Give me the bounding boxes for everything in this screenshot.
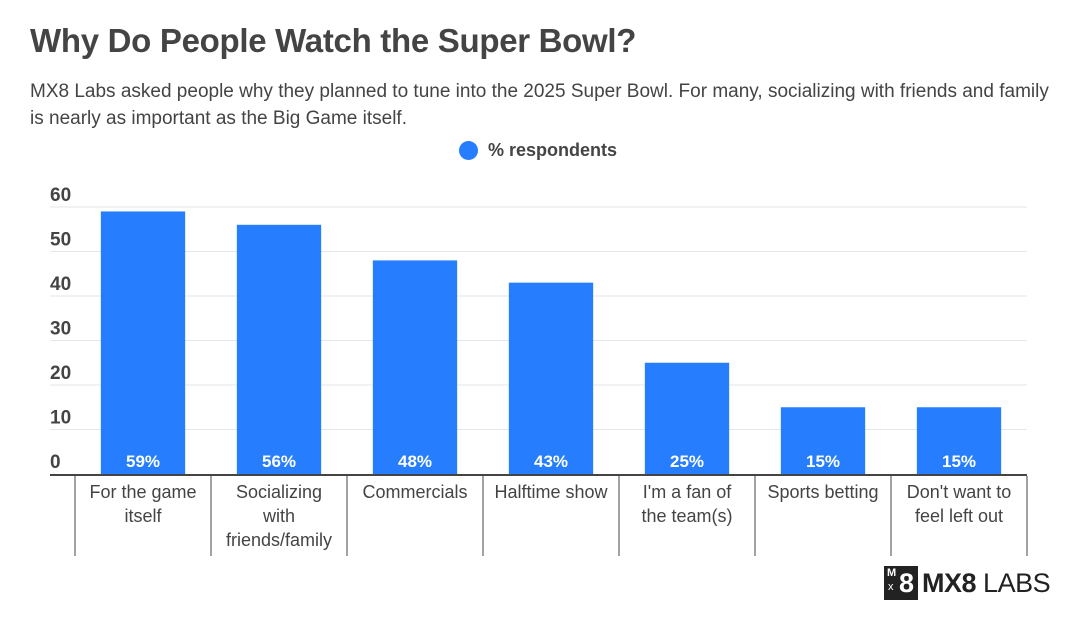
- logo-mark-icon: M x 8: [884, 566, 918, 600]
- y-tick-label: 40: [50, 274, 71, 295]
- legend-swatch: [459, 141, 478, 160]
- chart-subtitle: MX8 Labs asked people why they planned t…: [30, 81, 1049, 129]
- bar: [236, 224, 322, 474]
- x-tick-label: Halftime show: [494, 482, 608, 502]
- logo-wordmark: MX8 LABS: [922, 567, 1051, 599]
- logo-mark-m: M: [887, 567, 897, 579]
- data-label: 25%: [670, 452, 704, 471]
- mx8-labs-logo: M x 8 MX8 LABS: [884, 566, 1051, 600]
- bar: [780, 407, 866, 474]
- x-tick-label-line: feel left out: [915, 506, 1003, 526]
- x-tick-label: Socializing with friends/family: [226, 482, 332, 550]
- y-tick-label: 50: [50, 230, 71, 251]
- data-label: 48%: [398, 452, 432, 471]
- x-tick-label-line: I'm a fan of: [643, 482, 732, 502]
- logo-mark-x: x: [888, 581, 894, 593]
- x-tick-label: Sports betting: [767, 482, 878, 502]
- data-label: 43%: [534, 452, 568, 471]
- x-tick-label: Don't want to feel left out: [907, 482, 1012, 526]
- y-tick-label: 60: [50, 185, 71, 206]
- bar: [916, 407, 1002, 474]
- x-tick-label-line: Commercials: [362, 482, 467, 502]
- y-tick-label: 0: [50, 452, 61, 473]
- x-tick-label-line: Sports betting: [767, 482, 878, 502]
- x-tick-label: For the game itself: [89, 482, 196, 526]
- y-tick-label: 30: [50, 319, 71, 340]
- x-tick-label-line: Don't want to: [907, 482, 1012, 502]
- x-tick-label-line: with: [262, 506, 295, 526]
- x-tick-label-line: itself: [124, 506, 162, 526]
- logo-mark-8: 8: [899, 568, 915, 598]
- bar: [644, 362, 730, 474]
- data-label: 56%: [262, 452, 296, 471]
- bar: [372, 260, 458, 474]
- x-tick-label-line: Halftime show: [494, 482, 608, 502]
- legend-label: % respondents: [488, 140, 618, 160]
- y-tick-label: 10: [50, 408, 71, 429]
- logo-brand: MX8: [922, 567, 977, 598]
- data-label: 15%: [806, 452, 840, 471]
- bar: [100, 211, 186, 474]
- data-label: 59%: [126, 452, 160, 471]
- chart-title: Why Do People Watch the Super Bowl?: [30, 22, 637, 59]
- x-tick-label-line: Socializing: [236, 482, 322, 502]
- logo-suffix: LABS: [983, 567, 1051, 598]
- y-tick-label: 20: [50, 363, 71, 384]
- bar: [508, 282, 594, 474]
- data-label: 15%: [942, 452, 976, 471]
- x-tick-label-line: the team(s): [641, 506, 732, 526]
- x-tick-label: I'm a fan of the team(s): [641, 482, 732, 526]
- x-tick-label-line: friends/family: [226, 530, 332, 550]
- x-tick-label-line: For the game: [89, 482, 196, 502]
- legend: % respondents: [459, 140, 617, 161]
- x-tick-label: Commercials: [362, 482, 467, 502]
